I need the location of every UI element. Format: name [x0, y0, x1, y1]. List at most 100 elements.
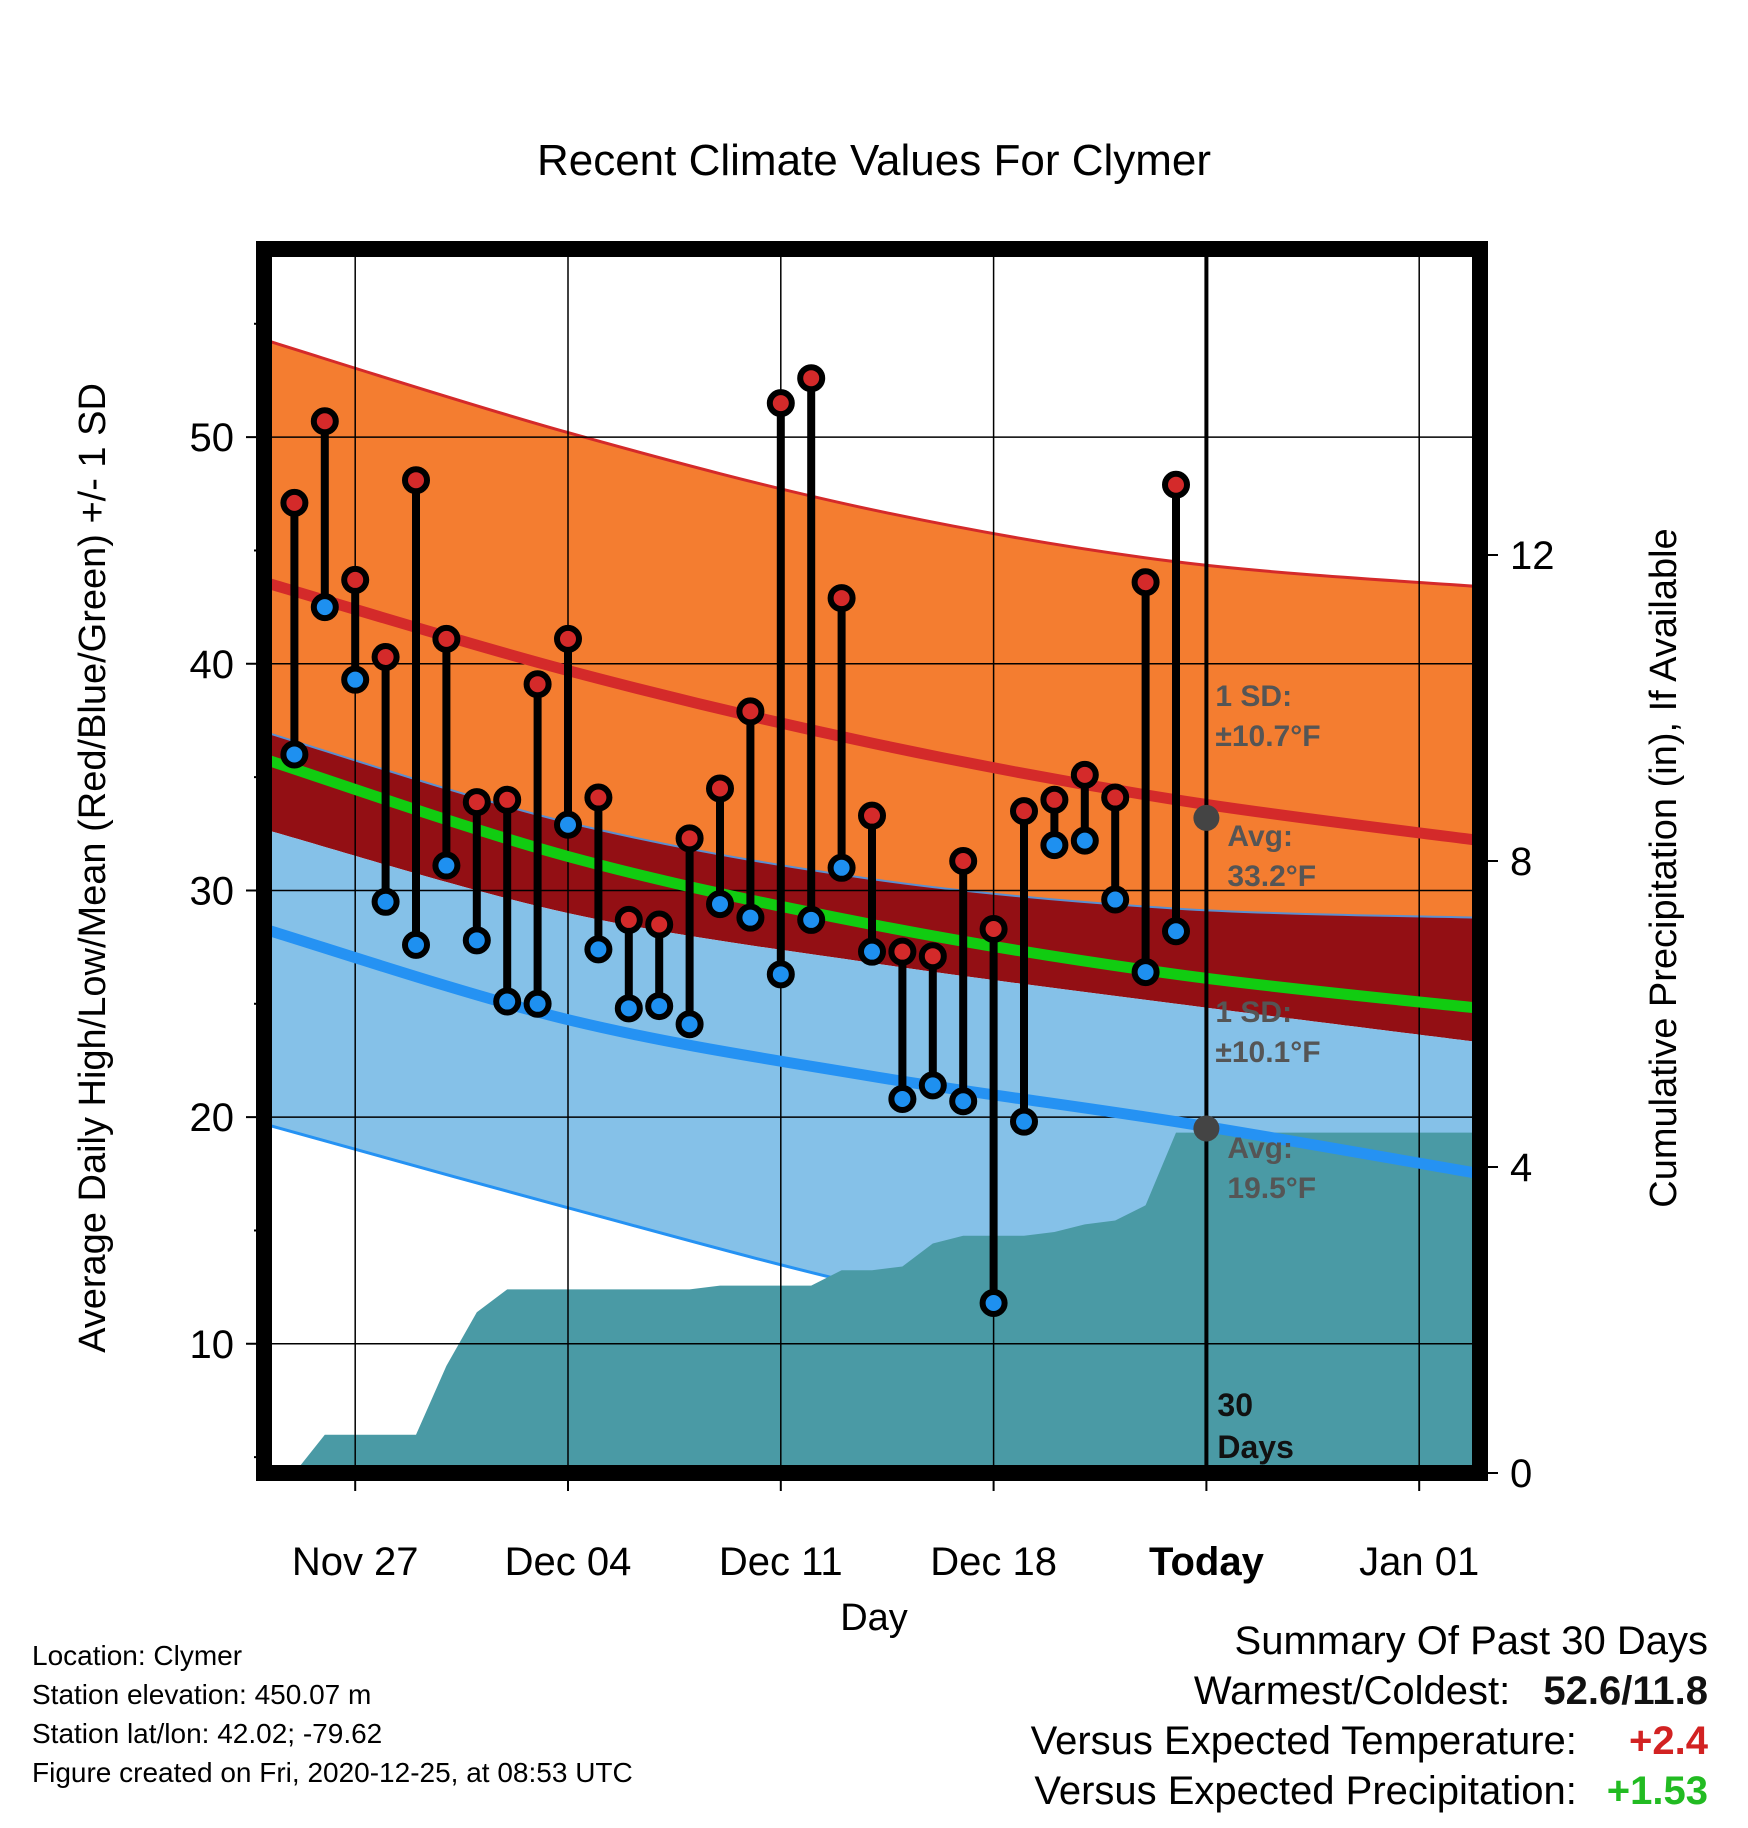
daily-high-point [675, 824, 704, 853]
daily-low-point [1010, 1107, 1038, 1136]
y-tick-label: 10 [190, 1323, 235, 1367]
warm-cold-value: 52.6/11.8 [1543, 1669, 1708, 1713]
daily-low-point [432, 851, 461, 880]
x-tick-label: Jan 01 [1359, 1540, 1479, 1584]
location-text: Location: Clymer [32, 1640, 243, 1671]
daily-high-point [371, 643, 400, 671]
summary-temp-row: Versus Expected Temperature: +2.4 [1031, 1716, 1708, 1766]
daily-high-point [1131, 568, 1160, 597]
high-avg-value: 33.2°F [1227, 860, 1316, 893]
high-upper-edge [264, 338, 1480, 589]
normal-low-line [264, 923, 1480, 1180]
daily-low-point [310, 593, 339, 622]
y-tick-label: 40 [190, 643, 235, 687]
daily-high-point [280, 488, 309, 517]
daily-low-point [614, 994, 643, 1023]
daily-low-point [706, 890, 734, 919]
daily-low-point [1131, 958, 1160, 987]
y-tick-label: 30 [190, 869, 235, 913]
daily-high-point [1010, 797, 1038, 826]
daily-low-point [1162, 917, 1190, 946]
daily-high-point [554, 624, 582, 653]
daily-high-point [341, 565, 370, 594]
low-avg-label: Avg: [1227, 1132, 1293, 1165]
low-avg-value: 19.5°F [1227, 1172, 1316, 1205]
x-axis-label: Day [840, 1597, 908, 1639]
temp-value: +2.4 [1629, 1719, 1708, 1763]
daily-high-point [402, 466, 430, 495]
daily-low-point [827, 853, 856, 882]
today-high-avg-marker [1193, 804, 1220, 831]
y-tick-label: 20 [190, 1096, 235, 1140]
y2-axis-label: Cumulative Precipitation (in), If Availa… [1643, 528, 1685, 1207]
daily-low-point [280, 740, 309, 769]
high-avg-label: Avg: [1227, 820, 1293, 853]
daily-high-point [462, 788, 491, 817]
daily-high-point [918, 942, 947, 971]
days-word: Days [1217, 1429, 1294, 1465]
daily-high-point [584, 783, 613, 812]
daily-high-point [1101, 783, 1130, 812]
daily-high-point [493, 785, 522, 814]
daily-low-point [462, 926, 491, 955]
daily-high-point [949, 847, 978, 875]
daily-high-point [858, 801, 886, 830]
y2-tick-label: 0 [1510, 1452, 1532, 1496]
daily-high-point [979, 915, 1008, 943]
daily-low-point [493, 987, 522, 1016]
summary-warm-cold-row: Warmest/Coldest: 52.6/11.8 [1031, 1666, 1708, 1716]
daily-high-point [310, 407, 339, 436]
y2-tick-label: 8 [1510, 840, 1532, 884]
plot-area: 1 SD: ±10.7°F Avg: 33.2°F 1 SD: ±10.1°F Avg: 19… [190, 241, 1555, 1584]
daily-low-point [1101, 885, 1130, 914]
y2-tick-label: 4 [1510, 1146, 1532, 1190]
daily-high-point [432, 624, 461, 653]
precip-label: Versus Expected Precipitation: [1034, 1769, 1577, 1813]
daily-low-point [584, 935, 613, 964]
daily-low-point [1040, 831, 1069, 860]
daily-low-point [1070, 826, 1099, 855]
daily-high-point [1162, 470, 1190, 499]
x-tick-label: Dec 11 [719, 1540, 843, 1584]
daily-high-point [706, 774, 734, 803]
summary-precip-row: Versus Expected Precipitation: +1.53 [1031, 1766, 1708, 1816]
y-axis-label: Average Daily High/Low/Mean (Red/Blue/Gr… [72, 383, 114, 1353]
daily-low-point [979, 1289, 1008, 1317]
daily-low-point [402, 930, 430, 959]
daily-high-point [614, 905, 643, 934]
daily-low-point [918, 1071, 947, 1100]
x-tick-label: Nov 27 [292, 1540, 419, 1584]
daily-high-point [888, 937, 917, 966]
station-info: Location: Clymer Station elevation: 450.… [32, 1636, 633, 1792]
daily-high-point [797, 364, 826, 393]
daily-high-point [645, 910, 674, 939]
summary-panel: Summary Of Past 30 Days Warmest/Coldest:… [1031, 1616, 1708, 1816]
daily-high-point [827, 584, 856, 613]
daily-low-point [645, 992, 674, 1021]
high-sd-label: 1 SD: [1215, 680, 1292, 713]
low-sd-label: 1 SD: [1215, 996, 1292, 1029]
daily-low-point [736, 903, 765, 932]
elevation-text: Station elevation: 450.07 m [32, 1679, 372, 1710]
daily-low-point [949, 1087, 978, 1116]
created-text: Figure created on Fri, 2020-12-25, at 08… [32, 1757, 633, 1788]
precip-value: +1.53 [1606, 1769, 1708, 1813]
latlon-text: Station lat/lon: 42.02; -79.62 [32, 1718, 383, 1749]
daily-low-point [888, 1085, 917, 1113]
days-count: 30 [1217, 1387, 1253, 1423]
x-tick-label: Dec 18 [930, 1540, 1057, 1584]
daily-low-point [554, 810, 582, 839]
low-sd-value: ±10.1°F [1215, 1036, 1320, 1069]
warm-cold-label: Warmest/Coldest: [1193, 1669, 1511, 1713]
daily-low-point [341, 665, 370, 694]
summary-heading: Summary Of Past 30 Days [1234, 1619, 1708, 1663]
daily-low-point [675, 1010, 704, 1039]
high-sd-value: ±10.7°F [1215, 720, 1320, 753]
today-low-avg-marker [1193, 1115, 1220, 1142]
daily-high-point [1040, 785, 1069, 814]
daily-low-point [858, 937, 886, 966]
y-tick-label: 50 [190, 416, 235, 460]
daily-low-point [371, 887, 400, 916]
chart-title: Recent Climate Values For Clymer [537, 136, 1211, 185]
